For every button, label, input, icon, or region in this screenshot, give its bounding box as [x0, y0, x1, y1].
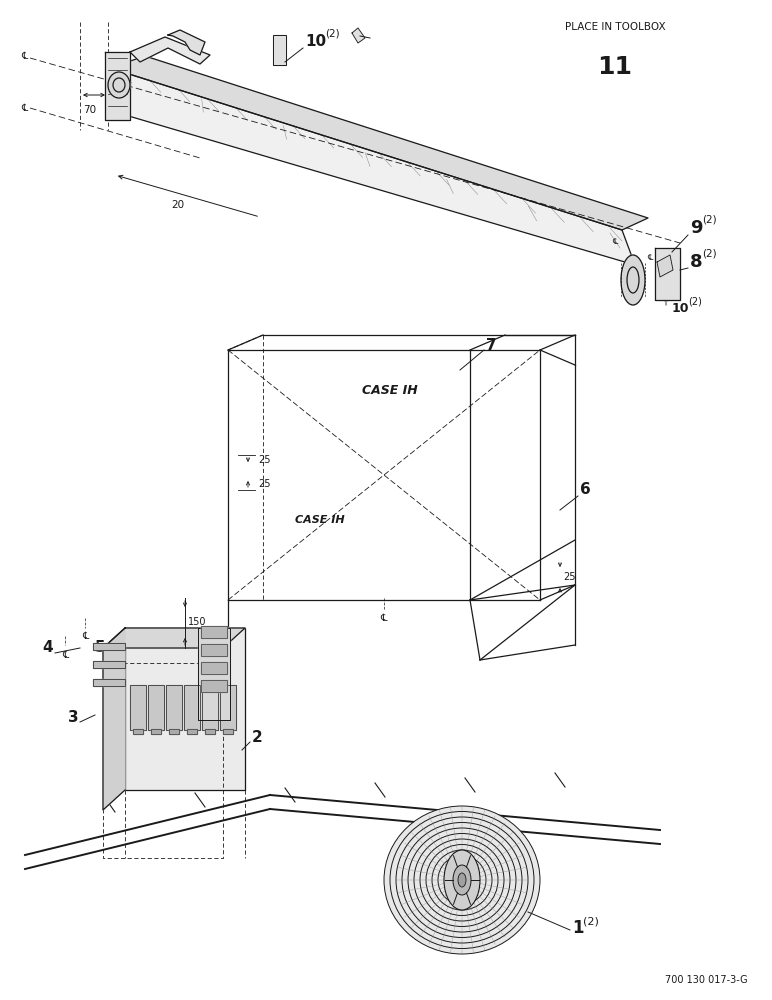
Text: (2): (2): [702, 249, 716, 259]
Text: 5: 5: [95, 641, 106, 656]
Bar: [187, 729, 197, 734]
Ellipse shape: [453, 865, 471, 895]
Polygon shape: [110, 68, 635, 265]
Text: 70: 70: [83, 105, 96, 115]
Polygon shape: [125, 628, 245, 790]
Text: ℄: ℄: [381, 613, 388, 623]
Bar: [93, 661, 125, 668]
Bar: [201, 644, 227, 656]
Text: 10: 10: [672, 302, 689, 314]
Bar: [201, 680, 227, 692]
Text: 700 130 017-3-G: 700 130 017-3-G: [665, 975, 748, 985]
Text: ℄: ℄: [647, 252, 652, 261]
Text: 9: 9: [690, 219, 703, 237]
Ellipse shape: [458, 873, 466, 887]
Ellipse shape: [621, 255, 645, 305]
Bar: [151, 729, 161, 734]
Bar: [201, 662, 227, 674]
Text: 25: 25: [258, 455, 270, 465]
Text: 1: 1: [572, 919, 584, 937]
Bar: [166, 685, 182, 730]
Bar: [133, 729, 143, 734]
Text: ℄: ℄: [82, 631, 88, 641]
Polygon shape: [168, 30, 205, 55]
Text: 4: 4: [42, 641, 52, 656]
Polygon shape: [657, 255, 673, 277]
Bar: [187, 729, 197, 734]
Text: 25: 25: [258, 479, 270, 489]
Bar: [130, 685, 146, 730]
Text: 25: 25: [563, 572, 575, 582]
Bar: [184, 685, 200, 730]
Bar: [202, 685, 218, 730]
Text: 7: 7: [486, 338, 496, 353]
Bar: [201, 680, 227, 692]
Polygon shape: [110, 56, 648, 230]
Ellipse shape: [108, 72, 130, 98]
Ellipse shape: [444, 850, 480, 910]
Text: 10: 10: [305, 34, 326, 49]
Bar: [184, 685, 200, 730]
Bar: [93, 679, 125, 686]
Bar: [93, 643, 125, 650]
Bar: [166, 685, 182, 730]
Bar: [93, 643, 125, 650]
Bar: [220, 685, 236, 730]
Bar: [223, 729, 233, 734]
Text: ℄: ℄: [21, 103, 27, 113]
Text: CASE IH: CASE IH: [295, 515, 345, 525]
Bar: [273, 35, 286, 65]
Bar: [148, 685, 164, 730]
Bar: [223, 729, 233, 734]
Text: (2): (2): [583, 916, 599, 926]
Bar: [148, 685, 164, 730]
Text: 8: 8: [690, 253, 703, 271]
Bar: [133, 729, 143, 734]
Polygon shape: [105, 52, 130, 120]
Polygon shape: [655, 248, 680, 300]
Polygon shape: [352, 28, 365, 43]
Bar: [201, 626, 227, 638]
Bar: [220, 685, 236, 730]
Text: CASE IH: CASE IH: [362, 383, 418, 396]
Text: 3: 3: [68, 710, 79, 726]
Text: 11: 11: [598, 55, 632, 79]
Polygon shape: [103, 628, 245, 648]
Bar: [205, 729, 215, 734]
Text: ℄: ℄: [62, 650, 68, 660]
Bar: [93, 679, 125, 686]
Text: 6: 6: [580, 483, 591, 497]
Text: 20: 20: [171, 200, 185, 210]
Bar: [151, 729, 161, 734]
Text: ℄: ℄: [612, 237, 618, 246]
Text: PLACE IN TOOLBOX: PLACE IN TOOLBOX: [564, 22, 665, 32]
Text: ℄: ℄: [21, 51, 27, 61]
Text: 2: 2: [252, 730, 262, 744]
Bar: [273, 35, 286, 65]
Bar: [201, 662, 227, 674]
Text: (2): (2): [688, 297, 702, 307]
Bar: [202, 685, 218, 730]
Polygon shape: [198, 628, 230, 720]
Polygon shape: [130, 37, 210, 64]
Bar: [93, 661, 125, 668]
Text: (2): (2): [325, 29, 340, 39]
Bar: [130, 685, 146, 730]
Text: 10: 10: [218, 682, 230, 692]
Bar: [169, 729, 179, 734]
Bar: [205, 729, 215, 734]
Bar: [201, 644, 227, 656]
Polygon shape: [103, 628, 125, 810]
Bar: [169, 729, 179, 734]
Ellipse shape: [384, 806, 540, 954]
Text: (2): (2): [702, 215, 716, 225]
Text: 150: 150: [188, 617, 206, 627]
Bar: [201, 626, 227, 638]
